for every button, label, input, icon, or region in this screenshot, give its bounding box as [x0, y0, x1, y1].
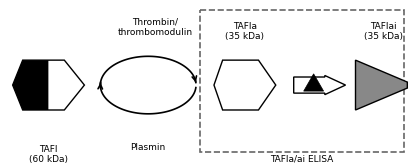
- Text: TAFIa
(35 kDa): TAFIa (35 kDa): [225, 22, 264, 41]
- Polygon shape: [294, 75, 346, 95]
- Polygon shape: [214, 60, 276, 110]
- Text: Thrombin/
thrombomodulin: Thrombin/ thrombomodulin: [118, 18, 193, 37]
- Polygon shape: [49, 60, 84, 110]
- Polygon shape: [13, 60, 49, 110]
- Text: TAFIa/ai ELISA: TAFIa/ai ELISA: [271, 154, 334, 163]
- Bar: [200, 10, 404, 152]
- Text: TAFI
(60 kDa): TAFI (60 kDa): [29, 144, 68, 164]
- Polygon shape: [356, 60, 407, 110]
- Text: TAFIai
(35 kDa): TAFIai (35 kDa): [364, 22, 403, 41]
- Polygon shape: [304, 74, 324, 91]
- Text: Plasmin: Plasmin: [131, 143, 166, 152]
